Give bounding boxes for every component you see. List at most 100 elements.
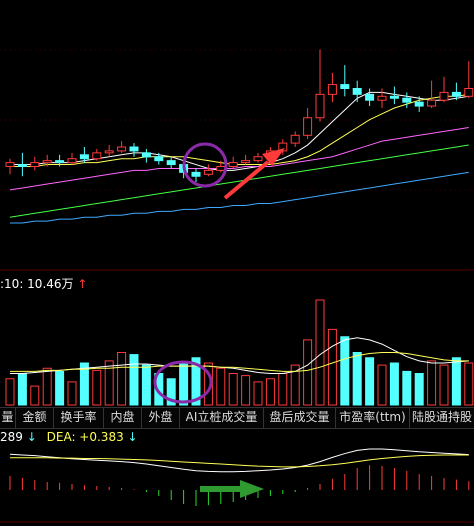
tab-ai-volume[interactable]: AI立桩成交量 — [180, 408, 264, 428]
candle-up — [315, 93, 325, 119]
volume-bar — [414, 373, 424, 406]
volume-bar — [203, 362, 213, 406]
candle-up — [464, 88, 474, 97]
candle-up — [228, 162, 238, 168]
volume-bar — [303, 339, 313, 406]
candle-down — [389, 95, 399, 99]
dif-value: 289 — [0, 430, 23, 444]
green-arrow-icon — [200, 486, 242, 492]
candle-down — [451, 91, 461, 97]
volume-bar — [67, 381, 77, 406]
volume-bar — [5, 378, 15, 406]
candle-up — [216, 166, 226, 171]
volume-ma-line — [10, 337, 469, 374]
ma-line-ma30 — [9, 144, 469, 218]
dif-line — [9, 448, 469, 473]
purple-circle-icon — [153, 360, 213, 404]
volume-panel[interactable] — [5, 299, 474, 406]
volume-bar — [389, 362, 399, 406]
candle-up — [253, 156, 263, 162]
volume-bar — [179, 362, 189, 406]
purple-circle-icon — [182, 142, 228, 188]
volume-bar — [42, 367, 52, 406]
ma-line-ma10 — [10, 93, 469, 167]
tab-inner[interactable]: 内盘 — [104, 408, 142, 428]
candle-down — [129, 146, 139, 152]
tab-amount[interactable]: 金额 — [16, 408, 54, 428]
candle-down — [166, 160, 176, 166]
candle-up — [92, 152, 102, 160]
macd-panel[interactable] — [0, 448, 474, 523]
tab-after-hours-volume[interactable]: 盘后成交量 — [264, 408, 336, 428]
green-arrow-icon — [240, 480, 264, 498]
candle-up — [290, 134, 300, 144]
candle-down — [414, 101, 424, 107]
tab-turnover[interactable]: 换手率 — [54, 408, 104, 428]
annotation-overlays — [153, 142, 285, 498]
volume-ma-label: :10: 10.46万 — [0, 277, 74, 291]
candle-down — [141, 152, 151, 158]
volume-bar — [30, 385, 40, 406]
price-panel[interactable] — [0, 49, 474, 271]
candle-down — [154, 156, 164, 162]
volume-ma2-line — [10, 352, 469, 372]
candle-down — [17, 164, 27, 168]
dea-value: DEA: +0.383 — [46, 430, 124, 444]
candle-up — [241, 160, 251, 164]
up-arrow-icon: ↑ — [77, 277, 88, 291]
candle-up — [439, 91, 449, 101]
volume-bar — [327, 328, 337, 406]
volume-bar — [278, 373, 288, 406]
dea-line — [10, 454, 469, 468]
candle-up — [67, 158, 77, 164]
red-arrow-icon — [262, 148, 285, 166]
ma-line-ma60 — [10, 171, 469, 224]
volume-bar — [216, 367, 226, 406]
volume-bar — [129, 354, 139, 406]
volume-bar — [290, 364, 300, 406]
tab-northbound-holdings[interactable]: 陆股通持股 — [411, 410, 472, 424]
down-arrow-icon: ↓ — [127, 430, 138, 444]
candle-up — [377, 95, 387, 101]
volume-bar — [92, 369, 102, 406]
volume-bar — [253, 381, 263, 406]
candle-up — [303, 117, 313, 136]
candle-down — [340, 84, 350, 89]
candle-down — [55, 160, 65, 164]
macd-header: 289 ↓ DEA: +0.383 ↓ — [0, 430, 138, 444]
down-arrow-icon: ↓ — [26, 430, 37, 444]
volume-bar — [166, 378, 176, 406]
ma-line-ma5 — [10, 91, 469, 171]
candle-up — [42, 160, 52, 164]
volume-bar — [451, 357, 461, 406]
tab-pe-ttm[interactable]: 市盈率(ttm) — [336, 408, 410, 428]
volume-bar — [464, 362, 474, 406]
candle-up — [5, 162, 15, 168]
volume-bar — [402, 370, 412, 406]
candle-down — [79, 154, 89, 160]
volume-bar — [377, 364, 387, 406]
candle-up — [30, 162, 40, 168]
candle-up — [427, 99, 437, 107]
volume-bar — [427, 360, 437, 406]
red-arrow-icon — [223, 160, 270, 200]
volume-bar — [141, 364, 151, 406]
volume-bar — [117, 352, 127, 406]
candle-up — [203, 169, 213, 175]
candle-up — [104, 150, 114, 154]
volume-bar — [315, 299, 325, 406]
candle-down — [402, 97, 412, 103]
volume-bar — [17, 373, 27, 406]
volume-bar — [55, 370, 65, 406]
ma-line-ma20 — [9, 127, 469, 191]
tab-volume[interactable]: 量 — [0, 408, 16, 428]
volume-bar — [352, 352, 362, 406]
volume-bar — [79, 362, 89, 406]
tab-outer[interactable]: 外盘 — [142, 408, 180, 428]
indicator-tab-bar: 量 金额 换手率 内盘 外盘 AI立桩成交量 盘后成交量 市盈率(ttm) 陆股… — [0, 407, 474, 429]
candle-down — [365, 93, 375, 101]
volume-bar — [439, 364, 449, 406]
volume-bar — [104, 360, 114, 406]
volume-header: :10: 10.46万 ↑ — [0, 275, 87, 292]
